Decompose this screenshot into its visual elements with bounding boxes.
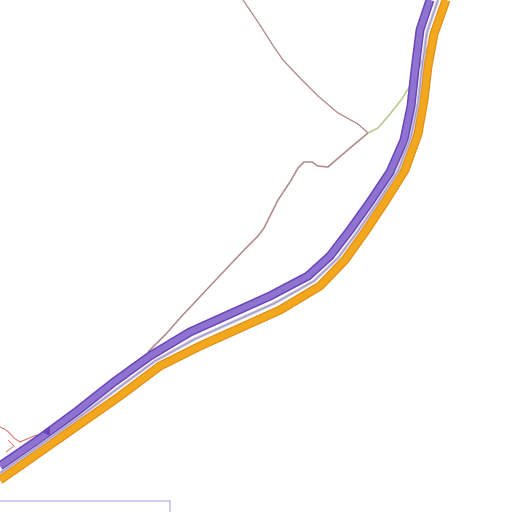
minor-road-north	[242, 0, 369, 134]
motorway-carriageway-purple-fill	[0, 0, 433, 469]
motorway-median-line	[0, 0, 439, 474]
local-road-west	[0, 426, 49, 443]
local-road-west-2	[5, 439, 15, 453]
motorway-junction-marker	[42, 426, 50, 436]
boundary-line	[0, 500, 171, 512]
motorway-carriageway-orange-fill	[0, 0, 450, 483]
minor-road-diagonal	[147, 132, 369, 353]
